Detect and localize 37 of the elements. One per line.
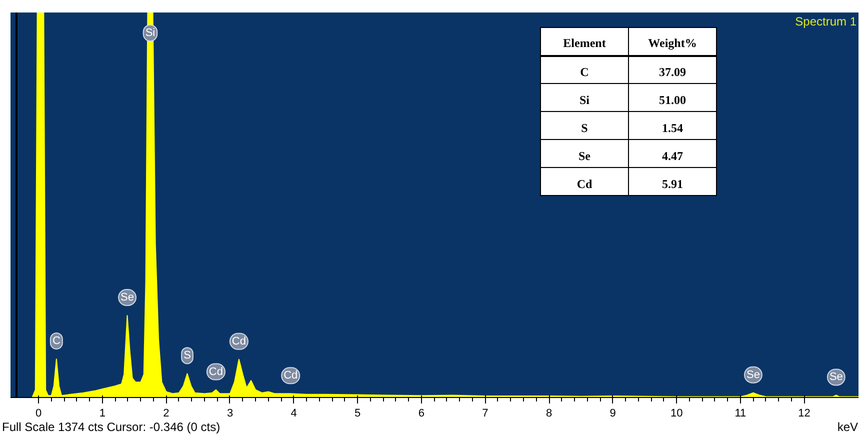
text: Full Scale 1374 cts Cursor: -0.346 (0 cts) [2, 419, 220, 436]
x-tick-label: 7 [482, 408, 488, 420]
x-tick-label: 4 [290, 408, 297, 420]
annotation: 4.47 [628, 140, 716, 168]
annotation: Cd [208, 366, 223, 378]
x-tick-label: 1 [99, 408, 106, 420]
x-tick-label: 10 [670, 408, 683, 420]
annotation: 51.00 [628, 84, 716, 112]
annotation: Weight% [628, 28, 716, 56]
annotation: Cd [284, 370, 298, 382]
annotation: 1.54 [628, 112, 716, 140]
x-tick-label: 12 [798, 408, 810, 420]
annotation: Element [540, 28, 628, 56]
annotation: C [540, 56, 628, 84]
chart-title: Spectrum 1 [795, 14, 857, 28]
annotation: 37.09 [628, 56, 716, 84]
annotation: 5.91 [628, 168, 716, 196]
annotation: Se [829, 371, 843, 384]
x-tick-label: 9 [610, 408, 616, 420]
x-tick-label: 5 [354, 408, 361, 420]
annotation: Cd [540, 168, 628, 196]
x-tick-label: 3 [226, 408, 234, 420]
x-tick-label: 6 [418, 408, 424, 420]
annotation: Se [746, 368, 760, 381]
x-axis-title: keV [837, 419, 858, 436]
x-tick-label: 11 [734, 408, 746, 420]
annotation: S [184, 350, 191, 362]
annotation: Se [540, 140, 628, 168]
annotation: Se [120, 291, 134, 304]
x-tick-label: 0 [36, 408, 42, 420]
annotation: Si [145, 27, 156, 39]
x-tick-label: 8 [546, 408, 552, 420]
annotation: Cd [232, 335, 246, 348]
annotation: S [540, 112, 628, 140]
x-tick-label: 2 [163, 408, 170, 420]
annotation: Si [540, 84, 628, 112]
annotation: C [52, 335, 60, 347]
